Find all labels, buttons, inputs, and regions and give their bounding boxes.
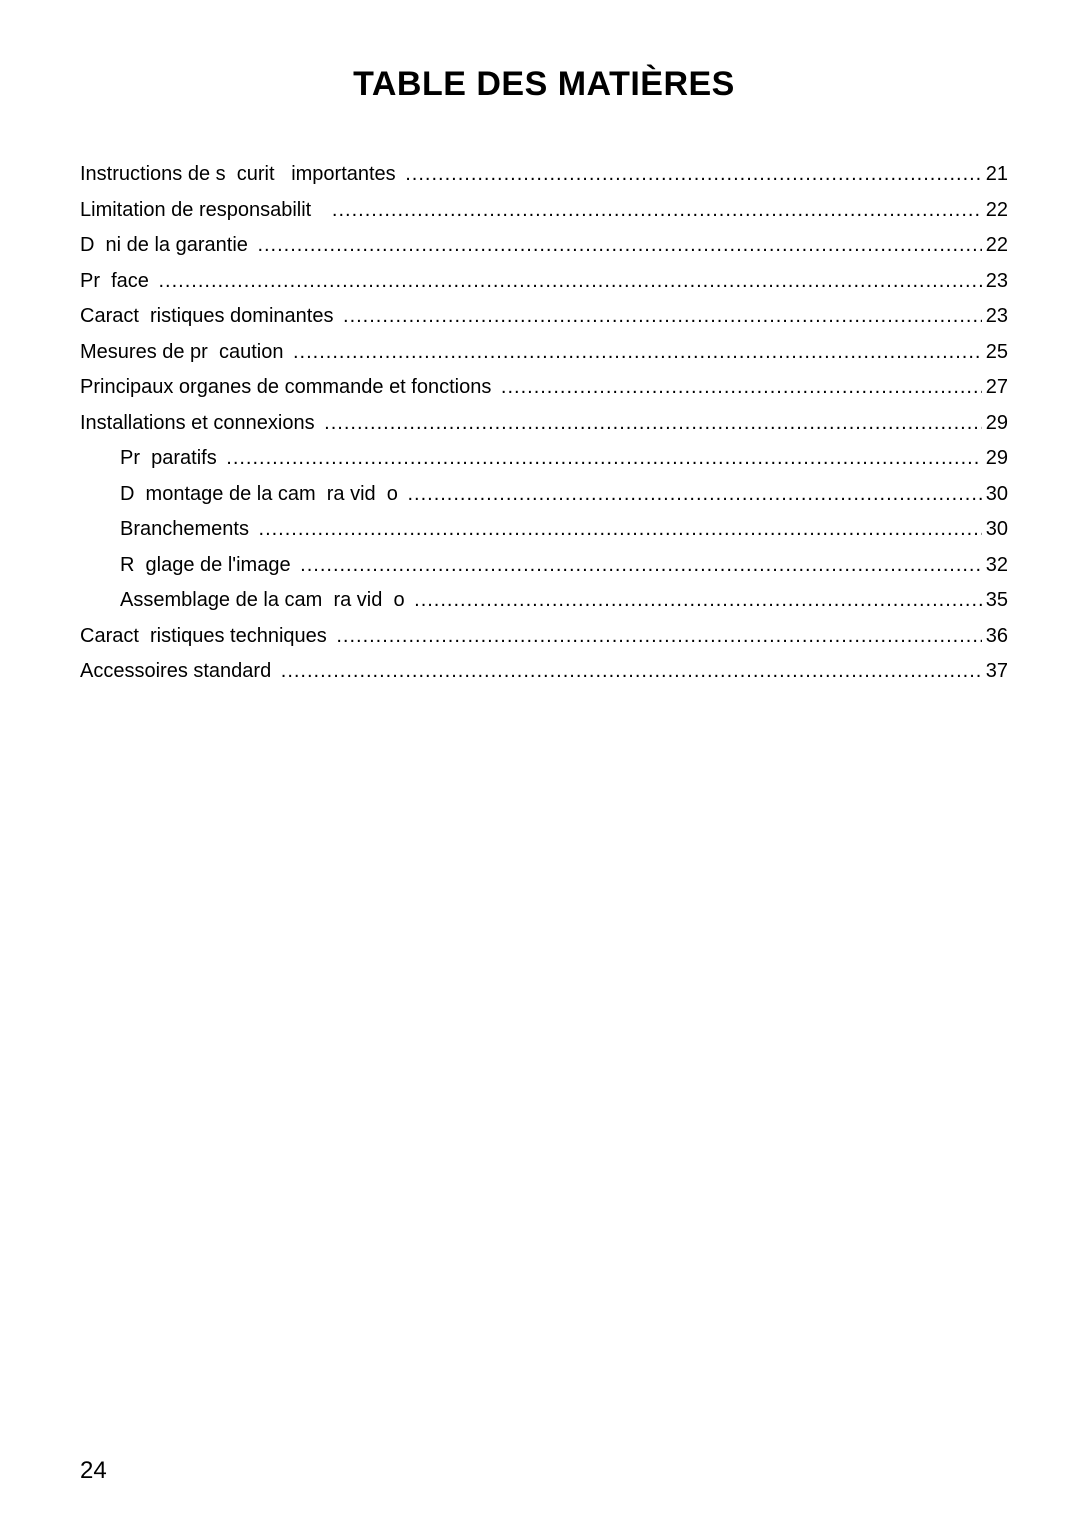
toc-entry: Branchements 30 (80, 514, 1008, 545)
toc-entry-label: Mesures de pr caution (80, 337, 289, 368)
toc-entry: Instructions de s curit importantes 21 (80, 159, 1008, 190)
toc-entry-page: 23 (986, 301, 1008, 332)
toc-entry-label: D montage de la cam ra vid o (120, 479, 403, 510)
toc-dots (324, 408, 982, 439)
toc-dots (336, 621, 981, 652)
toc-entry: Limitation de responsabilit 22 (80, 195, 1008, 226)
toc-entry-label: Branchements (120, 514, 255, 545)
toc-entry-label: R glage de l'image (120, 550, 296, 581)
toc-dots (343, 301, 982, 332)
toc-list: Instructions de s curit importantes 21 Li… (80, 159, 1008, 687)
toc-title: TABLE DES MATIÈRES (80, 65, 1008, 104)
toc-entry-page: 22 (986, 230, 1008, 261)
toc-entry-page: 25 (986, 337, 1008, 368)
toc-entry-page: 37 (986, 656, 1008, 687)
toc-entry-label: Principaux organes de commande et foncti… (80, 372, 497, 403)
toc-dots (407, 479, 981, 510)
toc-entry-page: 36 (986, 621, 1008, 652)
toc-entry: R glage de l'image 32 (80, 550, 1008, 581)
toc-entry-page: 21 (986, 159, 1008, 190)
toc-entry-page: 30 (986, 479, 1008, 510)
toc-dots (293, 337, 982, 368)
toc-entry: Installations et connexions 29 (80, 408, 1008, 439)
toc-dots (405, 159, 982, 190)
toc-entry-label: Instructions de s curit importantes (80, 159, 401, 190)
toc-dots (332, 195, 982, 226)
toc-dots (259, 514, 982, 545)
toc-entry-page: 29 (986, 408, 1008, 439)
toc-dots (226, 443, 981, 474)
toc-dots (281, 656, 982, 687)
toc-entry: Pr paratifs 29 (80, 443, 1008, 474)
toc-entry: Principaux organes de commande et foncti… (80, 372, 1008, 403)
toc-entry: D ni de la garantie 22 (80, 230, 1008, 261)
toc-entry: D montage de la cam ra vid o 30 (80, 479, 1008, 510)
toc-entry-page: 23 (986, 266, 1008, 297)
toc-entry-page: 32 (986, 550, 1008, 581)
toc-entry-label: Caract ristiques techniques (80, 621, 332, 652)
toc-dots (300, 550, 982, 581)
toc-entry-label: Limitation de responsabilit (80, 195, 328, 226)
toc-entry-label: Accessoires standard (80, 656, 277, 687)
toc-entry-label: Installations et connexions (80, 408, 320, 439)
toc-entry-page: 27 (986, 372, 1008, 403)
toc-entry-label: Pr paratifs (120, 443, 222, 474)
toc-entry-label: D ni de la garantie (80, 230, 253, 261)
toc-entry: Caract ristiques dominantes 23 (80, 301, 1008, 332)
toc-entry: Caract ristiques techniques 36 (80, 621, 1008, 652)
toc-dots (414, 585, 982, 616)
toc-entry: Assemblage de la cam ra vid o 35 (80, 585, 1008, 616)
toc-entry-label: Assemblage de la cam ra vid o (120, 585, 410, 616)
toc-entry: Mesures de pr caution 25 (80, 337, 1008, 368)
toc-dots (501, 372, 982, 403)
toc-dots (158, 266, 981, 297)
toc-entry-page: 22 (986, 195, 1008, 226)
toc-entry-page: 29 (986, 443, 1008, 474)
page-number: 24 (80, 1457, 107, 1485)
toc-entry: Pr face 23 (80, 266, 1008, 297)
toc-entry-label: Caract ristiques dominantes (80, 301, 339, 332)
toc-entry-label: Pr face (80, 266, 154, 297)
toc-entry-page: 30 (986, 514, 1008, 545)
toc-entry: Accessoires standard 37 (80, 656, 1008, 687)
toc-dots (257, 230, 981, 261)
toc-entry-page: 35 (986, 585, 1008, 616)
